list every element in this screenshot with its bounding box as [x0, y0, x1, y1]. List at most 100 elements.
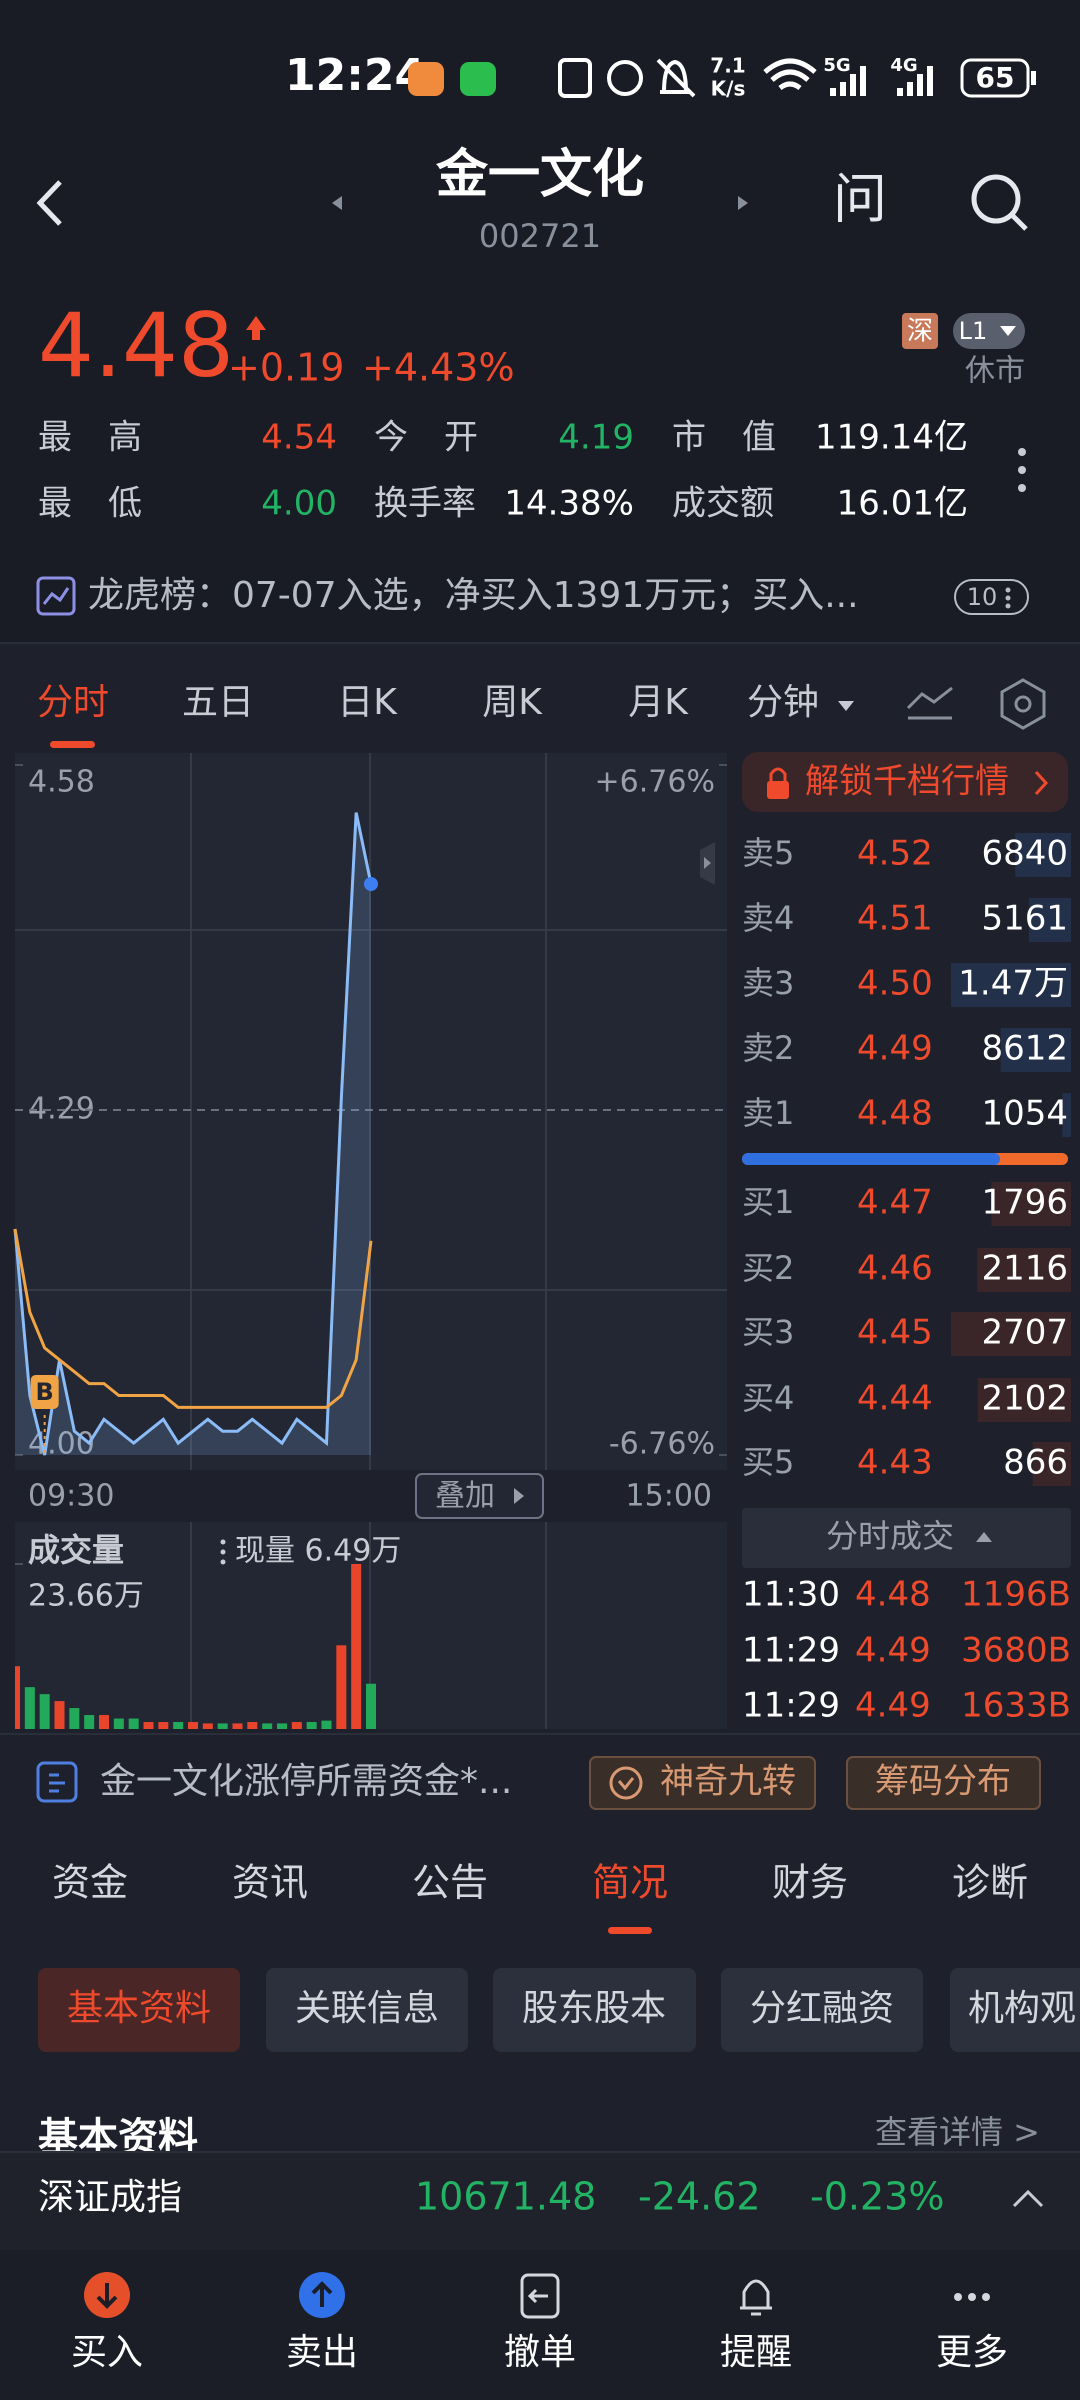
battery-tip — [1031, 71, 1036, 85]
info-tab[interactable]: 公告 — [412, 1861, 488, 1905]
book-price: 4.47 — [857, 1183, 933, 1223]
info-tab[interactable]: 简况 — [592, 1861, 668, 1905]
volume-bar — [99, 1715, 109, 1729]
top-background — [0, 0, 1080, 643]
volume-bar — [39, 1694, 50, 1729]
index-bar[interactable] — [0, 2152, 1080, 2250]
info-tab[interactable]: 资金 — [52, 1861, 128, 1905]
settings-button[interactable] — [1000, 678, 1046, 730]
hint-icon-lines — [49, 1773, 65, 1793]
price-change: +0.19 — [228, 346, 344, 390]
volume-bar — [69, 1708, 80, 1729]
nine-turn-icon — [609, 1766, 643, 1800]
exchange-badge — [902, 313, 938, 349]
index-name: 深证成指 — [38, 2177, 182, 2218]
chip[interactable] — [721, 1968, 923, 2052]
info-tab[interactable]: 财务 — [772, 1861, 848, 1905]
nav-item[interactable]: 卖出 — [286, 2332, 358, 2373]
level-label: L1 — [959, 317, 988, 345]
notice-text[interactable]: 龙虎榜：07-07入选，净买入1391万元；买入... — [88, 575, 859, 616]
book-volume: 1.47万 — [958, 964, 1068, 1004]
section-more[interactable]: 查看详情 > — [875, 2113, 1040, 2151]
period-tab[interactable]: 周K — [482, 682, 543, 723]
ask-button[interactable]: 问 — [833, 168, 887, 231]
book-price: 4.43 — [857, 1443, 933, 1483]
chip[interactable] — [266, 1968, 468, 2052]
unlock-label: 解锁千档行情 — [805, 762, 1009, 802]
app-icon — [460, 62, 496, 96]
book-label: 卖1 — [742, 1094, 794, 1132]
lock-icon — [767, 781, 789, 799]
period-tabs: 分时 五日 日K 周K 月K 分钟 — [37, 682, 819, 723]
hint-icon — [36, 1761, 78, 1803]
volume-bar — [232, 1723, 243, 1729]
book-price: 4.46 — [857, 1249, 933, 1289]
trades-header[interactable] — [742, 1508, 1071, 1568]
minute-dropdown[interactable] — [838, 701, 854, 711]
period-tab[interactable]: 日K — [337, 682, 398, 723]
index-expand[interactable] — [1012, 2189, 1044, 2208]
book-label: 卖4 — [742, 899, 794, 937]
stat-value: 14.38% — [504, 484, 634, 524]
index-change: -24.62 — [638, 2175, 761, 2219]
next-stock[interactable] — [738, 196, 748, 210]
last-point — [364, 876, 378, 891]
search-button[interactable] — [971, 174, 1021, 224]
stat-label: 成交额 — [672, 484, 774, 524]
depth-volume-bar — [977, 1248, 1071, 1292]
volume-menu[interactable] — [220, 1539, 226, 1565]
nine-turn-button[interactable] — [589, 1756, 816, 1810]
book-volume: 8612 — [981, 1029, 1068, 1069]
book-price: 4.45 — [857, 1313, 933, 1353]
info-tab[interactable]: 诊断 — [952, 1861, 1028, 1905]
info-tab-underline — [608, 1927, 652, 1934]
level-dropdown[interactable] — [1000, 326, 1016, 336]
volume-bar — [262, 1723, 273, 1729]
chip[interactable] — [38, 1968, 240, 2052]
wifi-icon — [763, 58, 817, 91]
overlay-arrow — [514, 1488, 524, 1504]
hint-text[interactable]: 金一文化涨停所需资金*... — [100, 1761, 512, 1802]
volume-bar — [158, 1722, 169, 1729]
trades: 11:30 4.48 1196B 11:29 4.49 3680B 11:29 … — [742, 1575, 1071, 1726]
info-tab[interactable]: 资讯 — [232, 1861, 308, 1905]
book-price: 4.52 — [857, 834, 933, 874]
period-tab[interactable]: 分时 — [37, 682, 109, 723]
nav-item[interactable]: 撤单 — [504, 2332, 576, 2373]
volume-bar — [15, 1666, 20, 1729]
more-icon — [954, 2293, 990, 2301]
mute-icon — [656, 58, 696, 98]
prev-stock[interactable] — [332, 196, 342, 210]
stat-label: 换手率 — [374, 484, 476, 524]
period-tab[interactable]: 五日 — [182, 682, 254, 723]
nav-item[interactable]: 更多 — [936, 2332, 1008, 2373]
notice-badge[interactable] — [954, 579, 1029, 615]
book-volume: 2707 — [981, 1313, 1068, 1353]
chip[interactable] — [493, 1968, 696, 2052]
indicator-button[interactable] — [906, 686, 953, 720]
depth-volume-bar — [951, 963, 1071, 1007]
book-label: 买2 — [742, 1249, 794, 1287]
trade-volume: 1196B — [961, 1575, 1071, 1615]
info-tabs: 资金 资讯 公告 简况 财务 诊断 — [52, 1861, 1028, 1905]
overlay-button[interactable] — [415, 1473, 544, 1519]
tab-underline — [50, 741, 95, 748]
chip[interactable] — [950, 1968, 1080, 2052]
nav-item[interactable]: 买入 — [71, 2332, 143, 2373]
nine-turn-check — [617, 1777, 635, 1791]
period-tab[interactable]: 月K — [628, 682, 689, 723]
depth-volume-bar — [1015, 833, 1071, 877]
chip-distribution-button[interactable] — [846, 1756, 1041, 1810]
more-menu[interactable] — [1018, 448, 1026, 492]
buy-marker-label: B — [36, 1378, 54, 1406]
back-button[interactable] — [36, 180, 62, 226]
unlock-button[interactable] — [742, 752, 1068, 812]
volume-bar — [128, 1718, 139, 1729]
period-tab[interactable]: 分钟 — [747, 682, 819, 723]
dot — [1018, 484, 1026, 492]
book-price: 4.51 — [857, 899, 933, 939]
nav-item[interactable]: 提醒 — [720, 2332, 792, 2373]
volume-bar — [143, 1722, 154, 1729]
x-tick-label: 15:00 — [626, 1479, 712, 1514]
